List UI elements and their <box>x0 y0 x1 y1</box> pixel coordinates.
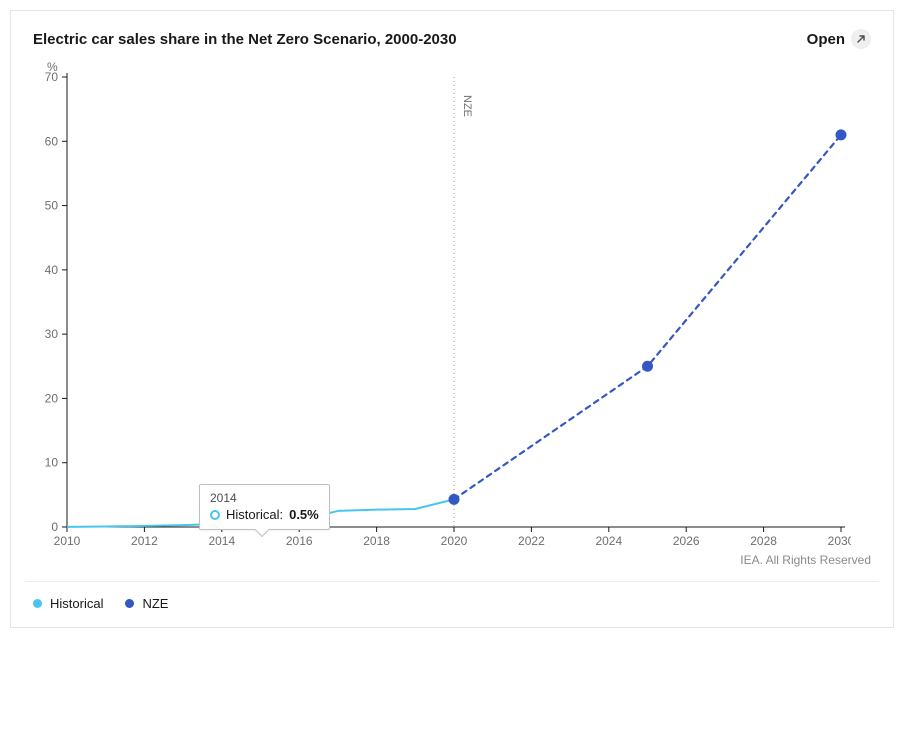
chart-area: %010203040506070201020122014201620182020… <box>11 57 893 547</box>
x-tick-label: 2026 <box>673 534 700 547</box>
legend-item-historical[interactable]: Historical <box>33 596 103 611</box>
scenario-divider-label: NZE <box>461 95 473 117</box>
series-nze-marker[interactable] <box>836 130 846 140</box>
tooltip-year: 2014 <box>210 491 319 505</box>
y-tick-label: 20 <box>45 391 59 405</box>
tooltip-series-label: Historical: <box>226 507 283 522</box>
legend-label: Historical <box>50 596 103 611</box>
attribution-text: IEA. All Rights Reserved <box>11 547 893 581</box>
card-header: Electric car sales share in the Net Zero… <box>11 11 893 57</box>
legend: Historical NZE <box>11 582 893 627</box>
x-tick-label: 2018 <box>363 534 390 547</box>
y-tick-label: 40 <box>45 263 59 277</box>
x-tick-label: 2016 <box>286 534 313 547</box>
x-tick-label: 2024 <box>595 534 622 547</box>
tooltip-series-dot <box>210 510 220 520</box>
line-chart-svg[interactable]: %010203040506070201020122014201620182020… <box>33 57 851 547</box>
chart-title: Electric car sales share in the Net Zero… <box>33 31 457 48</box>
chart-card: Electric car sales share in the Net Zero… <box>10 10 894 628</box>
legend-item-nze[interactable]: NZE <box>125 596 168 611</box>
y-tick-label: 0 <box>51 520 58 534</box>
x-tick-label: 2012 <box>131 534 158 547</box>
y-tick-label: 60 <box>45 134 59 148</box>
tooltip-value: 0.5% <box>289 507 319 522</box>
series-nze-marker[interactable] <box>643 361 653 371</box>
x-tick-label: 2020 <box>441 534 468 547</box>
open-button-label: Open <box>807 31 845 48</box>
legend-dot-nze <box>125 599 134 608</box>
y-tick-label: 70 <box>45 70 59 84</box>
x-tick-label: 2028 <box>750 534 777 547</box>
series-nze-marker[interactable] <box>449 494 459 504</box>
x-tick-label: 2010 <box>54 534 81 547</box>
legend-dot-historical <box>33 599 42 608</box>
data-tooltip: 2014 Historical: 0.5% <box>199 484 330 530</box>
expand-icon <box>851 29 871 49</box>
y-tick-label: 50 <box>45 199 59 213</box>
y-tick-label: 30 <box>45 327 59 341</box>
legend-label: NZE <box>142 596 168 611</box>
x-tick-label: 2030 <box>828 534 851 547</box>
series-nze[interactable] <box>454 135 841 500</box>
y-tick-label: 10 <box>45 456 59 470</box>
x-tick-label: 2014 <box>208 534 235 547</box>
x-tick-label: 2022 <box>518 534 545 547</box>
open-button[interactable]: Open <box>807 29 871 49</box>
